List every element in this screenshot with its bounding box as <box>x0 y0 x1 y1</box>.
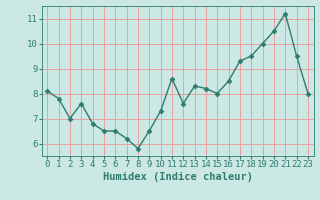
X-axis label: Humidex (Indice chaleur): Humidex (Indice chaleur) <box>103 172 252 182</box>
